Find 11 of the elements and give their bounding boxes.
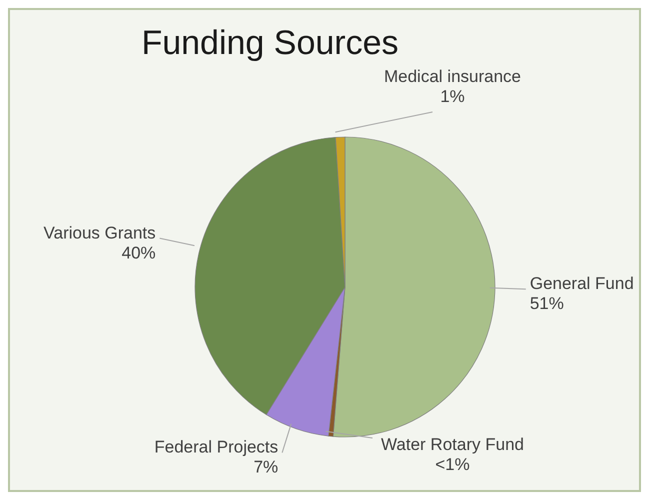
data-label: 40% bbox=[122, 243, 156, 262]
slice-label: General Fund bbox=[530, 274, 634, 294]
data-label: 1% bbox=[440, 87, 465, 106]
data-label: <1% bbox=[435, 455, 470, 474]
chart-title: Funding Sources bbox=[140, 24, 400, 63]
slice-label: Medical insurance bbox=[384, 67, 522, 86]
data-label: 51% bbox=[530, 294, 564, 314]
data-label: 7% bbox=[254, 458, 278, 477]
slice-label: Water Rotary Fund bbox=[381, 435, 524, 454]
slice-label: Various Grants bbox=[44, 223, 156, 242]
slice-label: Federal Projects bbox=[154, 438, 278, 457]
